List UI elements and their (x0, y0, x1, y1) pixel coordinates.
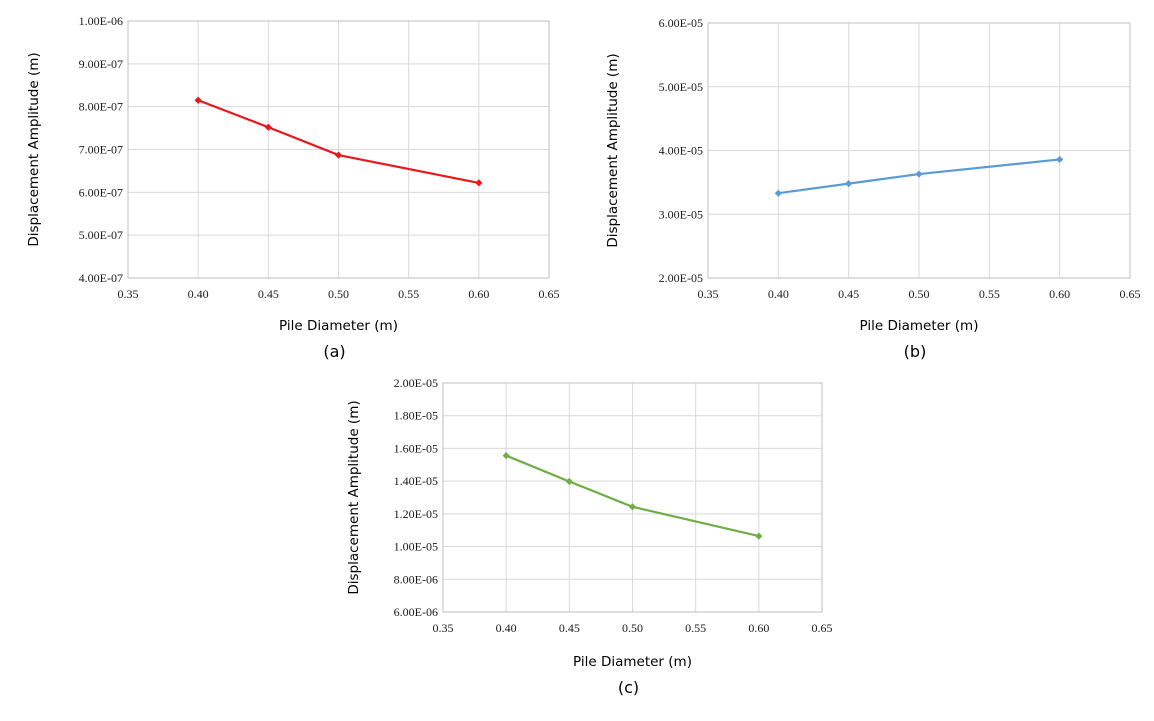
y-tick-label: 8.00E-07 (79, 100, 123, 114)
x-tick-label: 0.65 (1120, 287, 1141, 301)
data-point-marker (264, 123, 272, 131)
y-tick-label: 2.00E-05 (659, 271, 703, 285)
x-tick-label: 0.45 (838, 287, 859, 301)
x-tick-label: 0.60 (1049, 287, 1070, 301)
data-point-marker (475, 179, 483, 187)
data-point-marker (1056, 155, 1064, 164)
x-tick-label: 0.40 (768, 287, 789, 301)
y-axis-title: Displacement Amplitude (m) (605, 53, 621, 247)
y-tick-label: 4.00E-05 (659, 144, 703, 158)
chart-panel: 0.35 0.40 0.45 0.50 0.55 0.60 0.65 6.00E-06 8.00… (346, 376, 833, 697)
panel-caption: (c) (618, 678, 639, 697)
y-tick-label: 6.00E-05 (659, 16, 703, 30)
data-point-marker (502, 452, 510, 460)
y-tick-label: 1.60E-05 (394, 441, 438, 455)
x-tick-label: 0.60 (468, 287, 489, 301)
y-tick-label: 6.00E-07 (79, 185, 123, 199)
x-tick-label: 0.50 (909, 287, 930, 301)
y-tick-label: 4.00E-07 (79, 271, 123, 285)
x-tick-label: 0.45 (559, 621, 580, 635)
panel-caption: (b) (904, 342, 927, 361)
series-line (505, 454, 760, 538)
chart-panel: 0.35 0.40 0.45 0.50 0.55 0.60 0.65 2.00E-05 3.00… (605, 16, 1141, 361)
x-tick-label: 0.35 (698, 287, 719, 301)
series-line (197, 99, 480, 184)
x-axis-title: Pile Diameter (m) (279, 318, 398, 334)
y-tick-label: 5.00E-05 (659, 80, 703, 94)
data-point-marker (755, 532, 763, 540)
x-tick-label: 0.65 (812, 621, 833, 635)
x-tick-label: 0.55 (979, 287, 1000, 301)
data-point-marker (194, 96, 202, 104)
plot-area-frame (127, 20, 550, 279)
y-tick-label: 1.00E-05 (394, 540, 438, 554)
panel-caption: (a) (323, 342, 345, 361)
y-tick-label: 2.00E-05 (394, 376, 438, 390)
series-line (778, 158, 1060, 195)
y-tick-label: 3.00E-05 (659, 207, 703, 221)
data-point-marker (915, 170, 923, 178)
y-tick-label: 6.00E-06 (394, 605, 438, 619)
y-axis-title: Displacement Amplitude (m) (346, 400, 362, 594)
data-point-marker (774, 189, 782, 197)
data-point-marker (565, 477, 573, 486)
y-tick-label: 8.00E-06 (394, 572, 438, 586)
x-tick-label: 0.40 (496, 621, 517, 635)
x-axis-title: Pile Diameter (m) (860, 318, 979, 334)
x-tick-label: 0.35 (433, 621, 454, 635)
x-tick-label: 0.65 (539, 287, 560, 301)
chart-panel: 0.35 0.40 0.45 0.50 0.55 0.60 0.65 4.00E-07 5.00… (26, 14, 560, 361)
x-tick-label: 0.55 (685, 621, 706, 635)
x-tick-label: 0.50 (328, 287, 349, 301)
x-axis-title: Pile Diameter (m) (573, 654, 692, 670)
data-point-marker (845, 180, 853, 188)
x-tick-label: 0.60 (748, 621, 769, 635)
x-tick-label: 0.35 (118, 287, 139, 301)
plot-area-frame (442, 382, 823, 613)
data-point-marker (628, 503, 637, 511)
plot-area-frame (707, 22, 1131, 279)
y-tick-label: 7.00E-07 (79, 143, 123, 157)
x-tick-label: 0.45 (258, 287, 279, 301)
x-tick-label: 0.55 (398, 287, 419, 301)
y-tick-label: 5.00E-07 (79, 228, 123, 242)
x-tick-label: 0.40 (188, 287, 209, 301)
y-tick-label: 1.40E-05 (394, 474, 438, 488)
y-tick-label: 1.80E-05 (394, 409, 438, 423)
y-tick-label: 1.20E-05 (394, 507, 438, 521)
y-tick-label: 1.00E-06 (79, 14, 123, 28)
x-tick-label: 0.50 (622, 621, 643, 635)
y-tick-label: 9.00E-07 (79, 57, 123, 71)
data-point-marker (334, 151, 343, 159)
y-axis-title: Displacement Amplitude (m) (26, 52, 42, 246)
